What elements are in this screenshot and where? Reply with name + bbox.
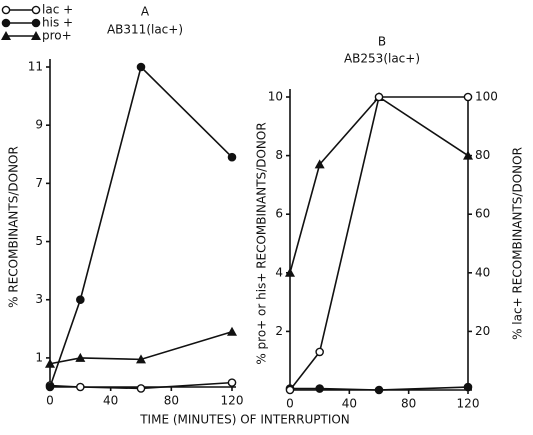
data-point (136, 384, 146, 393)
data-point (45, 358, 55, 368)
series-line (49, 65, 233, 388)
data-point (285, 385, 295, 395)
panel-subtitle: AB311(lac+) (107, 23, 183, 37)
data-point (136, 62, 146, 72)
legend-label: pro+ (42, 29, 72, 43)
y-tick-label: 5 (35, 234, 43, 248)
data-point (314, 159, 325, 169)
y-axis-label: % RECOMBINANTS/DONOR (7, 146, 21, 308)
x-tick-label: 80 (401, 397, 416, 411)
y-tick-label: 2 (275, 324, 283, 338)
data-point (227, 378, 237, 387)
data-point (76, 382, 85, 392)
panel-letter: A (141, 5, 150, 19)
data-point (227, 326, 237, 336)
panel-letter: B (378, 35, 386, 49)
y-tick-label: 8 (275, 148, 283, 162)
data-point (45, 382, 55, 392)
y-tick-label: 6 (275, 207, 283, 221)
legend-label: lac + (42, 3, 73, 17)
legend-marker (1, 31, 11, 40)
data-point (463, 382, 473, 392)
y-tick-label: 7 (35, 176, 43, 190)
y2-tick-label: 80 (475, 148, 490, 162)
data-point (463, 150, 473, 160)
series-line (290, 386, 469, 391)
x-tick-label: 40 (103, 394, 118, 408)
legend-marker (1, 18, 11, 28)
x-tick-label: 0 (286, 397, 294, 411)
y2-tick-label: 20 (475, 324, 490, 338)
legend-marker (1, 5, 11, 15)
x-tick-label: 80 (164, 394, 179, 408)
x-axis-label: TIME (MINUTES) OF INTERRUPTION (139, 413, 350, 427)
y-tick-label: 1 (35, 350, 43, 364)
data-point (75, 352, 86, 362)
y2-tick-label: 60 (475, 207, 490, 221)
series-line (289, 96, 468, 391)
y-tick-label: 10 (268, 90, 283, 104)
data-point (315, 384, 324, 393)
y2-tick-label: 100 (475, 90, 498, 104)
x-tick-label: 0 (46, 394, 54, 408)
panel-subtitle: AB253(lac+) (344, 52, 420, 66)
data-point (315, 347, 324, 357)
data-point (463, 92, 473, 102)
data-point (374, 92, 384, 102)
y-tick-label: 9 (35, 118, 43, 132)
legend-label: his + (42, 16, 73, 30)
data-point (76, 295, 85, 305)
y2-tick-label: 40 (475, 265, 490, 279)
data-point (285, 267, 295, 277)
data-point (374, 385, 384, 395)
x-tick-label: 40 (342, 397, 357, 411)
y-axis-label: % pro+ or his+ RECOMBINANTS/DONOR (255, 122, 269, 364)
y-tick-label: 11 (28, 60, 43, 74)
legend-marker (31, 5, 41, 15)
legend-marker (31, 18, 41, 28)
data-point (227, 152, 237, 162)
y-tick-label: 4 (275, 265, 283, 279)
series-line (49, 330, 233, 365)
legend-marker (31, 31, 41, 40)
series-line (289, 95, 469, 274)
x-tick-label: 120 (221, 394, 244, 408)
series-line (49, 381, 233, 390)
y2-axis-label: % lac+ RECOMBINANTS/DONOR (511, 147, 525, 340)
x-tick-label: 120 (457, 397, 480, 411)
y-tick-label: 3 (35, 292, 43, 306)
data-point (136, 354, 146, 364)
